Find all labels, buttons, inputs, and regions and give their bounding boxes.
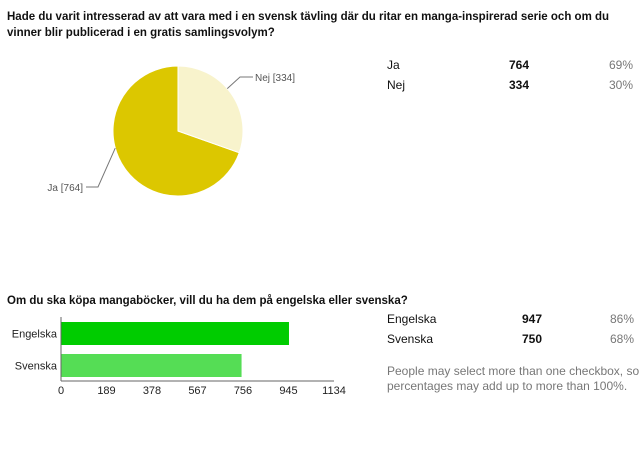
bar-engelska [61, 322, 289, 345]
question-1-title: Hade du varit intresserad av att vara me… [7, 11, 610, 39]
summary-count: 750 [521, 332, 542, 346]
bar-svenska [61, 354, 242, 377]
summary-percent: 69% [608, 58, 633, 72]
summary-percent: 68% [609, 332, 634, 346]
summary-label: Svenska [387, 332, 434, 346]
summary-count: 764 [508, 58, 529, 72]
x-tick-label: 756 [234, 385, 252, 397]
summary-label: Engelska [387, 312, 437, 326]
checkbox-note: People may select more than one checkbox… [387, 364, 639, 393]
bar-category-label: Engelska [12, 329, 58, 341]
pie-leader-line [226, 76, 253, 89]
pie-slice-label: Ja [764] [47, 183, 83, 194]
pie-slice-nej [177, 65, 244, 154]
x-tick-label: 567 [188, 385, 206, 397]
pie-leader-line [86, 147, 116, 188]
x-tick-label: 189 [97, 385, 115, 397]
summary-row-svenska: Svenska 750 68% [387, 329, 634, 349]
summary-count: 334 [508, 78, 529, 92]
bar-category-label: Svenska [15, 361, 58, 373]
question-2-summary-table: Engelska 947 86% Svenska 750 68% [387, 309, 634, 349]
pie-slice-label: Nej [334] [255, 73, 295, 84]
question-1-summary-table: Ja 764 69% Nej 334 30% [387, 55, 633, 95]
x-tick-label: 378 [143, 385, 161, 397]
summary-label: Nej [387, 78, 406, 92]
summary-row-ja: Ja 764 69% [387, 55, 633, 75]
summary-percent: 86% [609, 312, 634, 326]
x-tick-label: 0 [58, 385, 64, 397]
x-tick-label: 945 [279, 385, 297, 397]
summary-label: Ja [387, 58, 400, 72]
summary-percent: 30% [608, 78, 633, 92]
summary-row-nej: Nej 334 30% [387, 75, 633, 95]
summary-row-engelska: Engelska 947 86% [387, 309, 634, 329]
question-2-title: Om du ska köpa mangaböcker, vill du ha d… [7, 295, 408, 307]
summary-count: 947 [521, 312, 542, 326]
pie-slice-ja [112, 65, 240, 197]
x-tick-label: 1134 [322, 385, 346, 397]
